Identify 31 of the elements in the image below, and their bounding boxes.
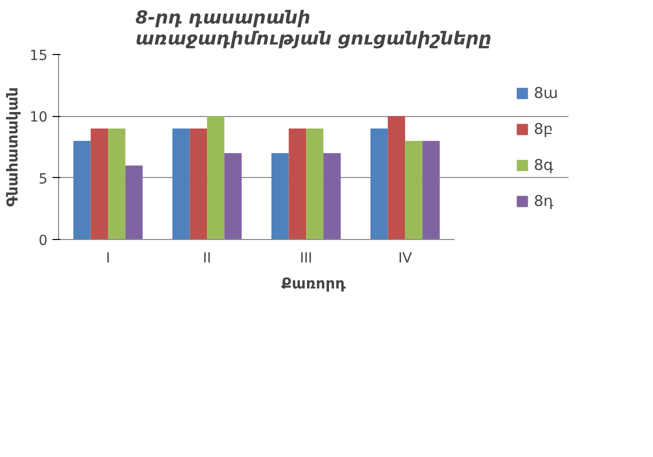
bar	[388, 116, 406, 240]
bar	[306, 128, 324, 240]
bar	[288, 128, 306, 240]
legend-label: 8ա	[534, 84, 558, 102]
chart-title: 8-րդ դասարանի առաջադիմության ցուցանիշները	[135, 8, 492, 50]
y-tick-label: 15	[30, 48, 48, 64]
x-tick-label: I	[106, 250, 110, 266]
y-tick-label: 0	[38, 233, 48, 249]
bar	[323, 153, 341, 240]
bar	[224, 153, 242, 240]
y-axis-title: Գնահատական	[4, 87, 22, 207]
x-tick-label: II	[202, 250, 212, 266]
bar	[271, 153, 289, 240]
bar	[108, 128, 126, 240]
bar	[190, 128, 208, 240]
legend-label: 8բ	[534, 120, 554, 138]
bar	[370, 128, 388, 240]
bar	[90, 128, 108, 240]
bar	[125, 166, 143, 240]
bar	[207, 116, 224, 240]
legend-label: 8գ	[534, 156, 554, 174]
y-tick-label: 10	[30, 110, 48, 126]
legend-label: 8դ	[534, 192, 554, 210]
bar	[73, 140, 91, 240]
y-tick-label: 5	[38, 171, 48, 188]
x-tick-label: III	[300, 250, 312, 266]
x-tick-label: IV	[398, 250, 412, 266]
bar	[422, 140, 440, 240]
bar	[405, 140, 422, 240]
x-axis-title: Քառորդ	[281, 274, 346, 292]
bar	[172, 128, 190, 240]
